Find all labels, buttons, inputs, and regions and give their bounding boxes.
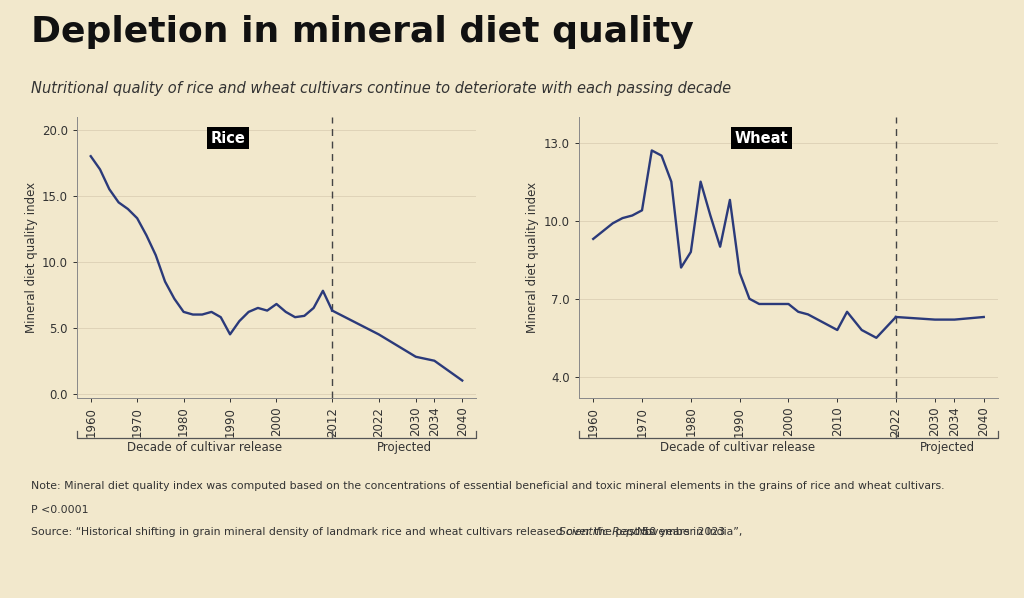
Text: Source: “Historical shifting in grain mineral density of landmark rice and wheat: Source: “Historical shifting in grain mi… (31, 527, 745, 538)
Text: Projected: Projected (920, 441, 975, 454)
Text: Depletion in mineral diet quality: Depletion in mineral diet quality (31, 15, 693, 49)
Y-axis label: Mineral diet quality index: Mineral diet quality index (526, 182, 540, 332)
Text: Decade of cultivar release: Decade of cultivar release (127, 441, 282, 454)
Text: Rice: Rice (210, 131, 245, 146)
Text: P <0.0001: P <0.0001 (31, 505, 88, 515)
Text: Projected: Projected (377, 441, 432, 454)
Text: Decade of cultivar release: Decade of cultivar release (659, 441, 815, 454)
Text: , November 2023: , November 2023 (630, 527, 725, 538)
Text: Nutritional quality of rice and wheat cultivars continue to deteriorate with eac: Nutritional quality of rice and wheat cu… (31, 81, 731, 96)
Y-axis label: Mineral diet quality index: Mineral diet quality index (25, 182, 38, 332)
Text: Note: Mineral diet quality index was computed based on the concentrations of ess: Note: Mineral diet quality index was com… (31, 481, 944, 492)
Text: Wheat: Wheat (735, 131, 788, 146)
Text: Scientific Reports: Scientific Reports (559, 527, 654, 538)
